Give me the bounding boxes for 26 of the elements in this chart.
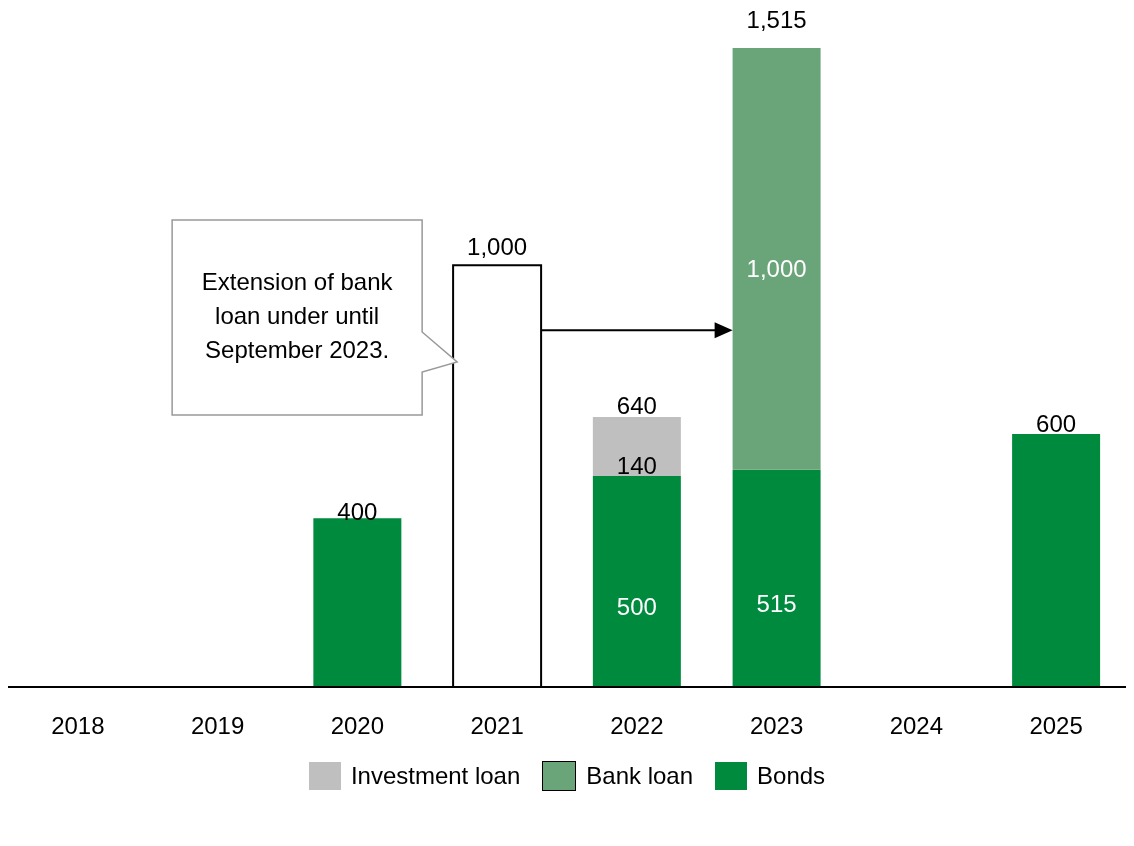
bar: [732, 469, 821, 687]
data-label: 140: [616, 451, 657, 479]
legend-label: Investment loan: [349, 761, 521, 791]
x-tick-label: 2021: [470, 712, 524, 740]
x-tick-label: 2023: [749, 712, 804, 740]
x-tick-label: 2019: [190, 712, 245, 740]
total-label: 600: [1036, 410, 1077, 438]
x-tick-label: 2018: [51, 712, 105, 740]
x-tick-label: 2025: [1029, 712, 1083, 740]
bar: [592, 476, 681, 687]
x-tick-label: 2022: [610, 712, 664, 740]
data-label: 1,000: [746, 255, 807, 283]
data-label: 515: [756, 589, 797, 617]
total-label: 640: [616, 392, 657, 420]
bar: [592, 417, 681, 477]
legend-label: Bank loan: [585, 761, 694, 791]
bar: [313, 518, 402, 687]
x-tick-label: 2020: [330, 712, 385, 740]
total-label: 1,000: [467, 233, 528, 261]
annotation: Extension of bank loan under until September 2023.: [200, 267, 394, 365]
bar: [1012, 433, 1101, 687]
x-tick-label: 2024: [889, 712, 944, 740]
legend-label: Bonds: [756, 761, 826, 791]
bar: [732, 48, 821, 470]
data-label: 500: [616, 593, 657, 621]
total-label: 1,515: [746, 6, 807, 33]
